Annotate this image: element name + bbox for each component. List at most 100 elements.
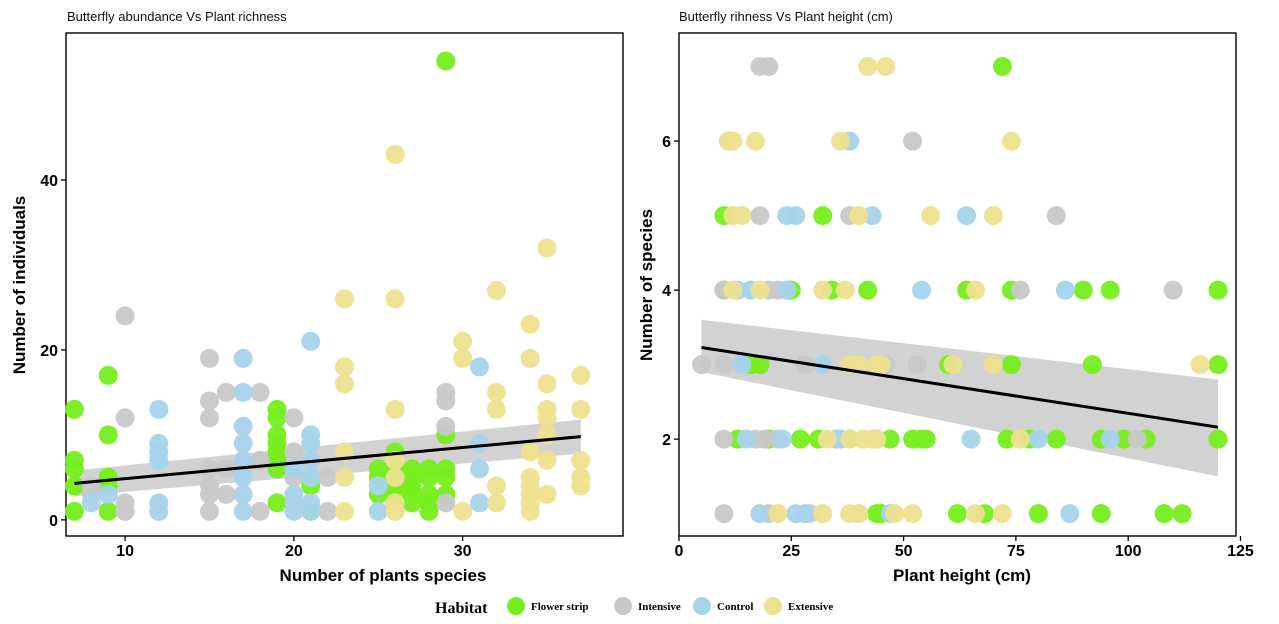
left-point-control	[301, 433, 321, 453]
right-point-flower-strip	[1100, 280, 1120, 300]
left-point-control	[233, 467, 253, 487]
right-point-flower-strip	[1028, 504, 1048, 524]
right-point-extensive	[813, 280, 833, 300]
right-point-control	[786, 206, 806, 226]
right-point-extensive	[723, 280, 743, 300]
right-x-tick-label: 100	[1115, 543, 1142, 560]
right-point-intensive	[1163, 280, 1183, 300]
right-point-control	[795, 504, 815, 524]
left-point-control	[301, 467, 321, 487]
right-data-points	[692, 57, 1228, 524]
left-point-flower-strip	[98, 425, 118, 445]
right-point-control	[1060, 504, 1080, 524]
right-point-flower-strip	[858, 280, 878, 300]
left-point-intensive	[200, 484, 219, 504]
right-point-flower-strip	[1208, 355, 1228, 375]
left-x-tick-label: 10	[116, 543, 134, 560]
left-point-extensive	[571, 399, 591, 419]
left-y-tick-label: 40	[40, 173, 58, 190]
left-point-intensive	[318, 467, 338, 487]
right-point-intensive	[759, 57, 779, 76]
left-point-extensive	[571, 365, 591, 385]
right-chart-title: Butterfly rihness Vs Plant height (cm)	[679, 9, 893, 24]
left-point-extensive	[385, 399, 405, 419]
right-point-control	[1055, 280, 1075, 300]
right-point-extensive	[966, 280, 985, 300]
left-point-intensive	[284, 442, 304, 462]
right-point-extensive	[768, 504, 788, 524]
left-point-extensive	[385, 145, 405, 164]
right-point-flower-strip	[1208, 429, 1228, 449]
right-point-flower-strip	[992, 57, 1012, 76]
legend-label-flower-strip: Flower strip	[531, 601, 589, 613]
left-point-control	[233, 501, 253, 521]
right-confidence-band	[701, 319, 1219, 477]
left-point-control	[470, 493, 489, 513]
right-point-flower-strip	[1082, 355, 1102, 375]
left-point-extensive	[571, 450, 591, 470]
left-point-intensive	[200, 408, 219, 428]
right-point-intensive	[714, 355, 734, 375]
right-point-flower-strip	[916, 429, 936, 449]
left-x-axis-ticks: 10 20 30	[116, 536, 472, 560]
right-point-extensive	[849, 206, 869, 226]
left-point-intensive	[81, 476, 101, 496]
right-point-flower-strip	[1073, 280, 1093, 300]
right-point-extensive	[745, 131, 765, 151]
right-point-extensive	[943, 355, 963, 375]
right-point-extensive	[871, 355, 891, 375]
right-point-extensive	[992, 504, 1012, 524]
left-point-extensive	[520, 314, 540, 334]
right-point-intensive	[1046, 206, 1066, 226]
left-point-intensive	[200, 348, 219, 368]
left-point-control	[233, 416, 253, 436]
left-point-control	[98, 484, 118, 504]
left-point-flower-strip	[419, 501, 439, 521]
right-point-intensive	[754, 429, 774, 449]
right-point-flower-strip	[997, 429, 1017, 449]
right-point-intensive	[750, 206, 770, 226]
left-point-flower-strip	[64, 459, 84, 479]
left-y-tick-label: 20	[40, 343, 58, 360]
abundance-vs-richness-chart: Butterfly abundance Vs Plant richness 10…	[10, 9, 624, 585]
right-point-intensive	[903, 131, 923, 151]
left-point-intensive	[250, 382, 270, 402]
right-point-flower-strip	[813, 206, 833, 226]
right-plot-panel	[678, 32, 1237, 537]
right-point-extensive	[835, 280, 855, 300]
left-point-extensive	[520, 348, 540, 368]
left-point-extensive	[335, 467, 354, 487]
right-point-extensive	[885, 504, 905, 524]
left-point-extensive	[335, 357, 354, 377]
right-point-extensive	[750, 280, 770, 300]
left-point-flower-strip	[402, 493, 422, 513]
left-point-extensive	[335, 501, 354, 521]
right-y-tick-label: 2	[662, 432, 671, 449]
left-point-extensive	[486, 493, 506, 513]
right-point-extensive	[921, 206, 940, 226]
left-point-intensive	[436, 493, 456, 513]
right-point-intensive	[907, 355, 927, 375]
right-point-flower-strip	[750, 355, 770, 375]
right-regression	[701, 345, 1219, 429]
left-plot-panel	[65, 32, 624, 537]
right-point-flower-strip	[1001, 355, 1021, 375]
left-point-flower-strip	[64, 501, 84, 521]
right-point-flower-strip	[1114, 429, 1134, 449]
left-point-flower-strip	[267, 459, 287, 479]
legend-swatch-intensive	[614, 597, 632, 615]
right-point-control	[736, 429, 756, 449]
right-point-extensive	[849, 355, 869, 375]
left-point-control	[470, 459, 489, 479]
left-x-tick-label: 30	[454, 543, 472, 560]
legend-label-control: Control	[717, 601, 753, 613]
legend-swatch-control	[693, 597, 711, 615]
left-point-intensive	[216, 484, 236, 504]
right-point-extensive	[876, 57, 896, 76]
left-point-extensive	[537, 484, 557, 504]
left-y-axis-ticks: 0 20 40	[40, 173, 66, 530]
right-point-control	[1028, 429, 1048, 449]
right-point-extensive	[849, 504, 869, 524]
left-point-control	[233, 450, 253, 470]
right-point-intensive	[1010, 280, 1030, 300]
